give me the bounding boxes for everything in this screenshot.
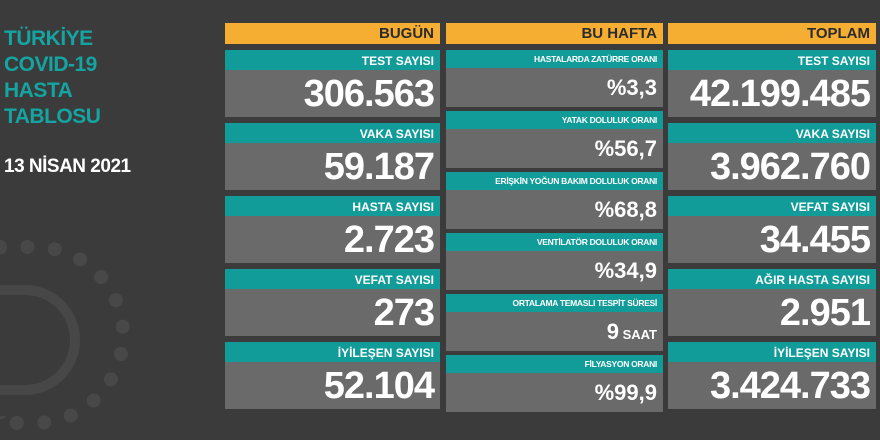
stat-label: VEFAT SAYISI bbox=[668, 196, 876, 216]
stat-label: VAKA SAYISI bbox=[668, 123, 876, 143]
stat-label: VENTİLATÖR DOLULUK ORANI bbox=[446, 233, 663, 251]
stat-label: ERİŞKİN YOĞUN BAKIM DOLULUK ORANI bbox=[446, 172, 663, 190]
stat-card: VENTİLATÖR DOLULUK ORANI %34,9 bbox=[446, 233, 663, 290]
column-header: BUGÜN bbox=[225, 23, 440, 44]
stat-label: VEFAT SAYISI bbox=[225, 269, 440, 289]
stat-value: 3.962.760 bbox=[668, 143, 876, 190]
stat-label: VAKA SAYISI bbox=[225, 123, 440, 143]
stat-number: %56,7 bbox=[594, 136, 657, 161]
stat-card: VAKA SAYISI 59.187 bbox=[225, 123, 440, 190]
stat-value: %3,3 bbox=[446, 68, 663, 107]
stat-label: HASTALARDA ZATÜRRE ORANI bbox=[446, 50, 663, 68]
stat-value: 306.563 bbox=[225, 70, 440, 117]
stat-number: %34,9 bbox=[594, 258, 657, 283]
stat-number: 2.951 bbox=[779, 292, 871, 334]
stat-value: 9 SAAT bbox=[446, 312, 663, 351]
stat-number: %68,8 bbox=[594, 197, 657, 222]
stat-value: %56,7 bbox=[446, 129, 663, 168]
stat-card: YATAK DOLULUK ORANI %56,7 bbox=[446, 111, 663, 168]
title-line: HASTA bbox=[4, 79, 73, 102]
stat-card: VEFAT SAYISI 273 bbox=[225, 269, 440, 336]
stat-value: 52.104 bbox=[225, 362, 440, 409]
report-date: 13 NİSAN 2021 bbox=[4, 156, 131, 177]
stat-value: 2.951 bbox=[668, 289, 876, 336]
stat-number: 306.563 bbox=[303, 73, 435, 115]
stat-label: İYİLEŞEN SAYISI bbox=[668, 342, 876, 362]
stat-unit: SAAT bbox=[618, 327, 657, 342]
stat-label: TEST SAYISI bbox=[225, 50, 440, 70]
stat-label: AĞIR HASTA SAYISI bbox=[668, 269, 876, 289]
total-column: TOPLAM TEST SAYISI 42.199.485 VAKA SAYISI 3.… bbox=[668, 23, 876, 409]
stat-card: İYİLEŞEN SAYISI 3.424.733 bbox=[668, 342, 876, 409]
stat-number: 42.199.485 bbox=[689, 73, 871, 115]
stat-card: HASTALARDA ZATÜRRE ORANI %3,3 bbox=[446, 50, 663, 107]
stat-label: YATAK DOLULUK ORANI bbox=[446, 111, 663, 129]
stat-number: 3.424.733 bbox=[709, 365, 871, 407]
stat-number: %99,9 bbox=[594, 380, 657, 405]
stat-label: FİLYASYON ORANI bbox=[446, 355, 663, 373]
stat-value: %34,9 bbox=[446, 251, 663, 290]
stat-value: 2.723 bbox=[225, 216, 440, 263]
stat-card: HASTA SAYISI 2.723 bbox=[225, 196, 440, 263]
column-header: TOPLAM bbox=[668, 23, 876, 44]
stat-label: ORTALAMA TEMASLI TESPİT SÜRESİ bbox=[446, 294, 663, 312]
caduceus-emblem-icon bbox=[0, 285, 80, 395]
page-title: TÜRKİYE COVID-19 HASTA TABLOSU bbox=[4, 26, 101, 130]
stat-number: 2.723 bbox=[343, 219, 435, 261]
stat-card: AĞIR HASTA SAYISI 2.951 bbox=[668, 269, 876, 336]
stat-number: 59.187 bbox=[323, 146, 435, 188]
stat-number: 52.104 bbox=[323, 365, 435, 407]
stat-value: 59.187 bbox=[225, 143, 440, 190]
title-line: TÜRKİYE bbox=[4, 27, 93, 50]
stat-number: 273 bbox=[373, 292, 435, 334]
stat-card: FİLYASYON ORANI %99,9 bbox=[446, 355, 663, 412]
stat-value: 273 bbox=[225, 289, 440, 336]
stat-card: ORTALAMA TEMASLI TESPİT SÜRESİ 9 SAAT bbox=[446, 294, 663, 351]
stat-card: VEFAT SAYISI 34.455 bbox=[668, 196, 876, 263]
stat-card: İYİLEŞEN SAYISI 52.104 bbox=[225, 342, 440, 409]
stat-card: ERİŞKİN YOĞUN BAKIM DOLULUK ORANI %68,8 bbox=[446, 172, 663, 229]
stat-value: %68,8 bbox=[446, 190, 663, 229]
title-line: COVID-19 bbox=[4, 53, 97, 76]
stat-label: TEST SAYISI bbox=[668, 50, 876, 70]
stat-card: TEST SAYISI 42.199.485 bbox=[668, 50, 876, 117]
stat-label: İYİLEŞEN SAYISI bbox=[225, 342, 440, 362]
stat-value: 42.199.485 bbox=[668, 70, 876, 117]
column-header: BU HAFTA bbox=[446, 23, 663, 44]
stat-value: 3.424.733 bbox=[668, 362, 876, 409]
stat-number: 3.962.760 bbox=[709, 146, 871, 188]
stat-card: TEST SAYISI 306.563 bbox=[225, 50, 440, 117]
this-week-column: BU HAFTA HASTALARDA ZATÜRRE ORANI %3,3 YATA… bbox=[446, 23, 663, 412]
stat-number: 34.455 bbox=[759, 219, 871, 261]
title-line: TABLOSU bbox=[4, 105, 101, 128]
stat-number: %3,3 bbox=[606, 75, 657, 100]
stat-card: VAKA SAYISI 3.962.760 bbox=[668, 123, 876, 190]
stat-value: 34.455 bbox=[668, 216, 876, 263]
stat-number: 9 bbox=[606, 319, 619, 344]
today-column: BUGÜN TEST SAYISI 306.563 VAKA SAYISI 59.187… bbox=[225, 23, 440, 409]
stat-label: HASTA SAYISI bbox=[225, 196, 440, 216]
stat-value: %99,9 bbox=[446, 373, 663, 412]
